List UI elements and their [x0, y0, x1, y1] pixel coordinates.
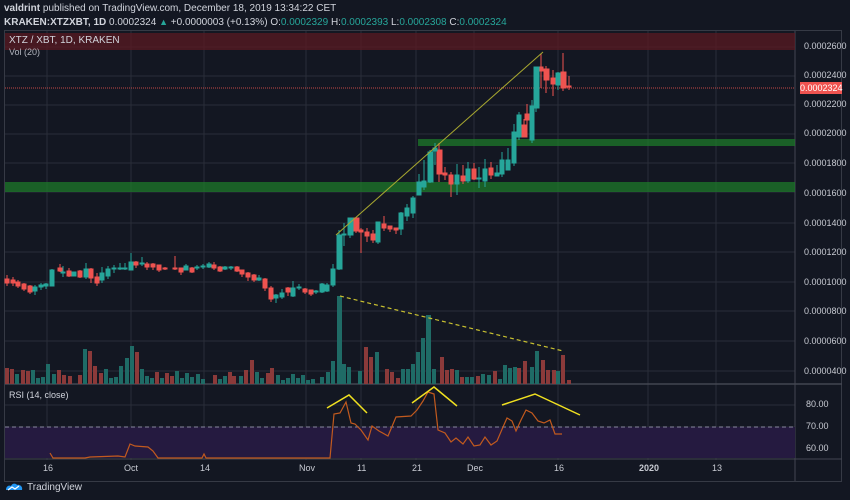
price-tick: 0.0001200 [804, 247, 847, 257]
time-tick: 14 [200, 463, 211, 473]
tradingview-logo-icon [6, 483, 23, 491]
rsi-tick: 70.00 [806, 421, 829, 431]
low-label: L: [391, 17, 400, 28]
high-label: H: [330, 17, 341, 28]
price-tick: 0.0002000 [804, 128, 847, 138]
symbol: KRAKEN:XTZXBT, 1D [4, 17, 107, 28]
rsi-tick: 80.00 [806, 399, 829, 409]
price-tick: 0.0001400 [804, 218, 847, 228]
time-tick: Oct [124, 463, 139, 473]
support-zone-lower[interactable] [5, 182, 795, 192]
price-tick: 0.0002600 [804, 41, 847, 51]
rsi-band [5, 427, 795, 458]
close-value: 0.0002324 [459, 17, 507, 28]
high-value: 0.0002393 [340, 17, 389, 28]
up-arrow-icon: ▲ [159, 17, 168, 27]
rsi-legend[interactable]: RSI (14, close) [9, 390, 69, 400]
volume-trendline[interactable] [339, 295, 564, 352]
rsi-tick: 60.00 [806, 443, 829, 453]
author-name[interactable]: valdrint [4, 3, 41, 14]
resistance-zone[interactable] [5, 33, 795, 50]
symbol-info: KRAKEN:XTZXBT, 1D 0.0002324 ▲ +0.0000003… [4, 17, 507, 28]
price-tick: 0.0001800 [804, 158, 847, 168]
time-tick: Dec [467, 463, 484, 473]
chart-legend-title[interactable]: XTZ / XBT, 1D, KRAKEN [9, 35, 120, 46]
price-tick: 0.0002400 [804, 70, 847, 80]
candlesticks [4, 53, 572, 303]
volume-legend[interactable]: Vol (20) [9, 47, 41, 57]
open-value: 0.0002329 [280, 17, 329, 28]
brand-name: TradingView [27, 481, 83, 493]
publish-info: valdrint published on TradingView.com, D… [4, 3, 336, 14]
price-tick: 0.0001000 [804, 277, 847, 287]
time-tick: 11 [357, 463, 367, 473]
low-value: 0.0002308 [399, 17, 447, 28]
open-label: O: [270, 17, 281, 28]
time-tick: 13 [712, 463, 723, 473]
price-tick: 0.0000400 [804, 366, 847, 376]
support-zone-upper[interactable] [418, 139, 795, 146]
price-change: +0.0000003 (+0.13%) [170, 17, 268, 28]
time-tick: Nov [299, 463, 316, 473]
close-label: C: [449, 17, 460, 28]
price-trendline[interactable] [335, 51, 544, 236]
price-tick: 0.0001600 [804, 188, 847, 198]
current-price-tag: 0.0002324 [800, 82, 843, 94]
chart-frame [4, 30, 842, 482]
time-tick: 16 [43, 463, 54, 473]
rsi-line [49, 391, 562, 459]
time-tick: 2020 [639, 463, 660, 473]
price-tick: 0.0000600 [804, 336, 847, 346]
volume-bars [5, 296, 571, 384]
grid [5, 31, 795, 460]
time-tick: 16 [554, 463, 565, 473]
last-price: 0.0002324 [109, 17, 157, 28]
price-tick: 0.0002200 [804, 99, 847, 109]
time-tick: 21 [412, 463, 423, 473]
rsi-divergence-annotations[interactable] [326, 386, 581, 416]
publish-text: published on TradingView.com, December 1… [42, 3, 337, 14]
tradingview-brand[interactable]: TradingView [4, 481, 82, 493]
price-tick: 0.0000800 [804, 306, 847, 316]
